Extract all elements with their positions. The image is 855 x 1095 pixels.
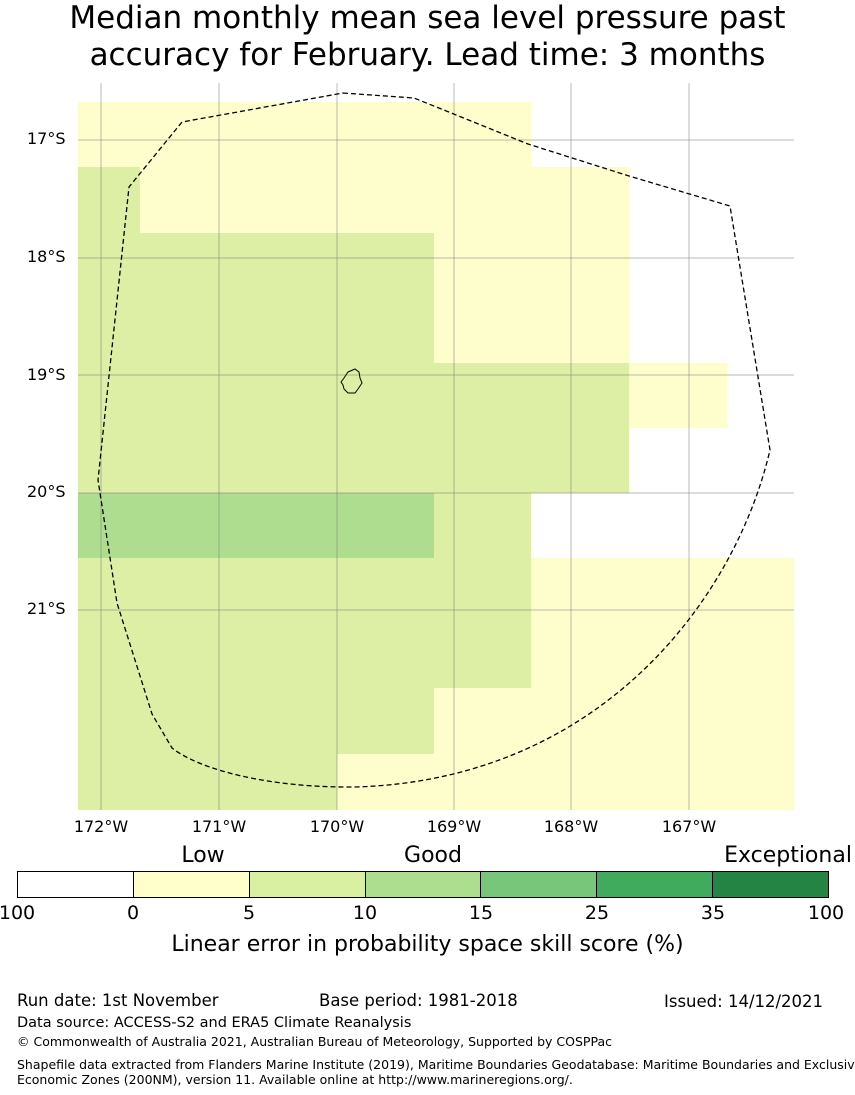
issued-date: Issued: 14/12/2021 <box>664 992 824 1011</box>
colorbar-segment <box>249 872 366 897</box>
colorbar-tick: 15 <box>468 902 494 924</box>
skill-cell <box>78 102 531 167</box>
chart-title: Median monthly mean sea level pressure p… <box>0 0 855 74</box>
colorbar-segment <box>133 872 250 897</box>
skill-cell <box>78 363 629 493</box>
skill-cell <box>434 493 531 558</box>
lat-label-19s: 19°S <box>27 365 66 384</box>
island-outline <box>340 368 363 394</box>
skill-cell <box>629 363 727 428</box>
skill-cell <box>434 233 629 363</box>
skill-cell <box>434 688 794 754</box>
lat-label-17s: 17°S <box>27 129 66 148</box>
colorbar-tick: 5 <box>242 902 256 924</box>
title-line-2: accuracy for February. Lead time: 3 mont… <box>89 37 766 73</box>
skill-cell <box>531 558 794 688</box>
colorbar-segment <box>713 872 829 897</box>
skill-cell <box>78 754 337 810</box>
lat-label-20s: 20°S <box>27 482 66 501</box>
title-line-1: Median monthly mean sea level pressure p… <box>69 0 786 36</box>
skill-cell <box>337 754 794 810</box>
lat-label-21s: 21°S <box>27 599 66 618</box>
legend-category-exceptional: Exceptional <box>724 843 852 868</box>
skill-cell <box>78 558 531 688</box>
skill-cell <box>78 688 434 754</box>
colorbar-label: Linear error in probability space skill … <box>171 932 684 957</box>
colorbar-segment <box>18 872 134 897</box>
colorbar-segment <box>481 872 598 897</box>
colorbar-segment <box>597 872 714 897</box>
map-plot <box>78 83 794 810</box>
colorbar-tick: 0 <box>126 902 140 924</box>
base-period: Base period: 1981-2018 <box>319 991 518 1010</box>
lon-label-170w: 170°W <box>309 817 365 836</box>
lon-label-169w: 169°W <box>426 817 482 836</box>
data-source: Data source: ACCESS-S2 and ERA5 Climate … <box>17 1015 412 1031</box>
skill-cell <box>78 233 434 363</box>
run-date: Run date: 1st November <box>17 991 219 1010</box>
lon-label-172w: 172°W <box>73 817 129 836</box>
skill-cell <box>140 167 629 233</box>
colorbar <box>17 871 829 898</box>
legend-category-low: Low <box>181 843 225 868</box>
lon-label-167w: 167°W <box>661 817 717 836</box>
gridlines <box>78 83 794 810</box>
legend-category-good: Good <box>404 843 462 868</box>
skill-cell <box>78 167 140 233</box>
shapefile-credit-line-1: Shapefile data extracted from Flanders M… <box>17 1057 855 1072</box>
colorbar-tick: 25 <box>584 902 610 924</box>
eez-boundary <box>97 92 771 788</box>
colorbar-tick: 100 <box>0 902 36 924</box>
copyright: © Commonwealth of Australia 2021, Austra… <box>17 1034 612 1049</box>
colorbar-tick: 10 <box>352 902 378 924</box>
skill-cells <box>78 102 794 810</box>
colorbar-tick: 35 <box>700 902 726 924</box>
lon-label-171w: 171°W <box>191 817 247 836</box>
lon-label-168w: 168°W <box>543 817 599 836</box>
lat-label-18s: 18°S <box>27 247 66 266</box>
shapefile-credit-line-2: Economic Zones (200NM), version 11. Avai… <box>17 1072 573 1087</box>
colorbar-segment <box>365 872 482 897</box>
colorbar-tick: 100 <box>807 902 845 924</box>
skill-cell <box>78 493 434 558</box>
